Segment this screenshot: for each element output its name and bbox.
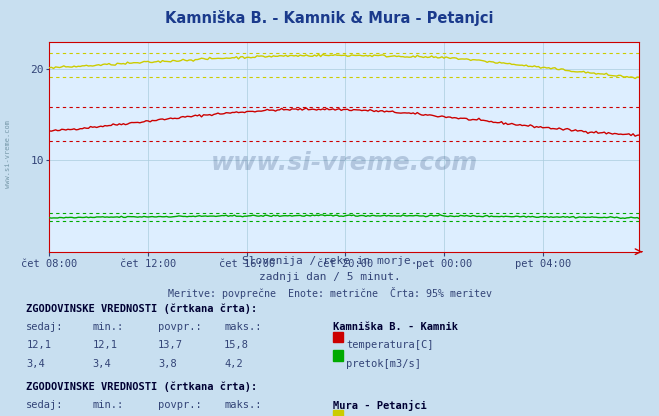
Text: Kamniška B. - Kamnik & Mura - Petanjci: Kamniška B. - Kamnik & Mura - Petanjci	[165, 10, 494, 26]
Text: 12,1: 12,1	[26, 340, 51, 350]
Text: zadnji dan / 5 minut.: zadnji dan / 5 minut.	[258, 272, 401, 282]
Text: www.si-vreme.com: www.si-vreme.com	[5, 120, 11, 188]
Text: Mura - Petanjci: Mura - Petanjci	[333, 400, 426, 411]
Text: ZGODOVINSKE VREDNOSTI (črtkana črta):: ZGODOVINSKE VREDNOSTI (črtkana črta):	[26, 304, 258, 314]
Text: maks.:: maks.:	[224, 400, 262, 410]
Text: 12,1: 12,1	[92, 340, 117, 350]
Text: maks.:: maks.:	[224, 322, 262, 332]
Text: temperatura[C]: temperatura[C]	[346, 340, 434, 350]
Text: 4,2: 4,2	[224, 359, 243, 369]
Text: sedaj:: sedaj:	[26, 322, 64, 332]
Text: povpr.:: povpr.:	[158, 322, 202, 332]
Text: Kamniška B. - Kamnik: Kamniška B. - Kamnik	[333, 322, 458, 332]
Text: sedaj:: sedaj:	[26, 400, 64, 410]
Text: 15,8: 15,8	[224, 340, 249, 350]
Text: 13,7: 13,7	[158, 340, 183, 350]
Text: 3,4: 3,4	[26, 359, 45, 369]
Text: www.si-vreme.com: www.si-vreme.com	[211, 151, 478, 176]
Text: Meritve: povprečne  Enote: metrične  Črta: 95% meritev: Meritve: povprečne Enote: metrične Črta:…	[167, 287, 492, 300]
Text: 3,4: 3,4	[92, 359, 111, 369]
Text: pretok[m3/s]: pretok[m3/s]	[346, 359, 421, 369]
Text: Slovenija / reke in morje.: Slovenija / reke in morje.	[242, 256, 417, 266]
Text: ZGODOVINSKE VREDNOSTI (črtkana črta):: ZGODOVINSKE VREDNOSTI (črtkana črta):	[26, 381, 258, 392]
Text: min.:: min.:	[92, 400, 123, 410]
Text: min.:: min.:	[92, 322, 123, 332]
Text: povpr.:: povpr.:	[158, 400, 202, 410]
Text: 3,8: 3,8	[158, 359, 177, 369]
